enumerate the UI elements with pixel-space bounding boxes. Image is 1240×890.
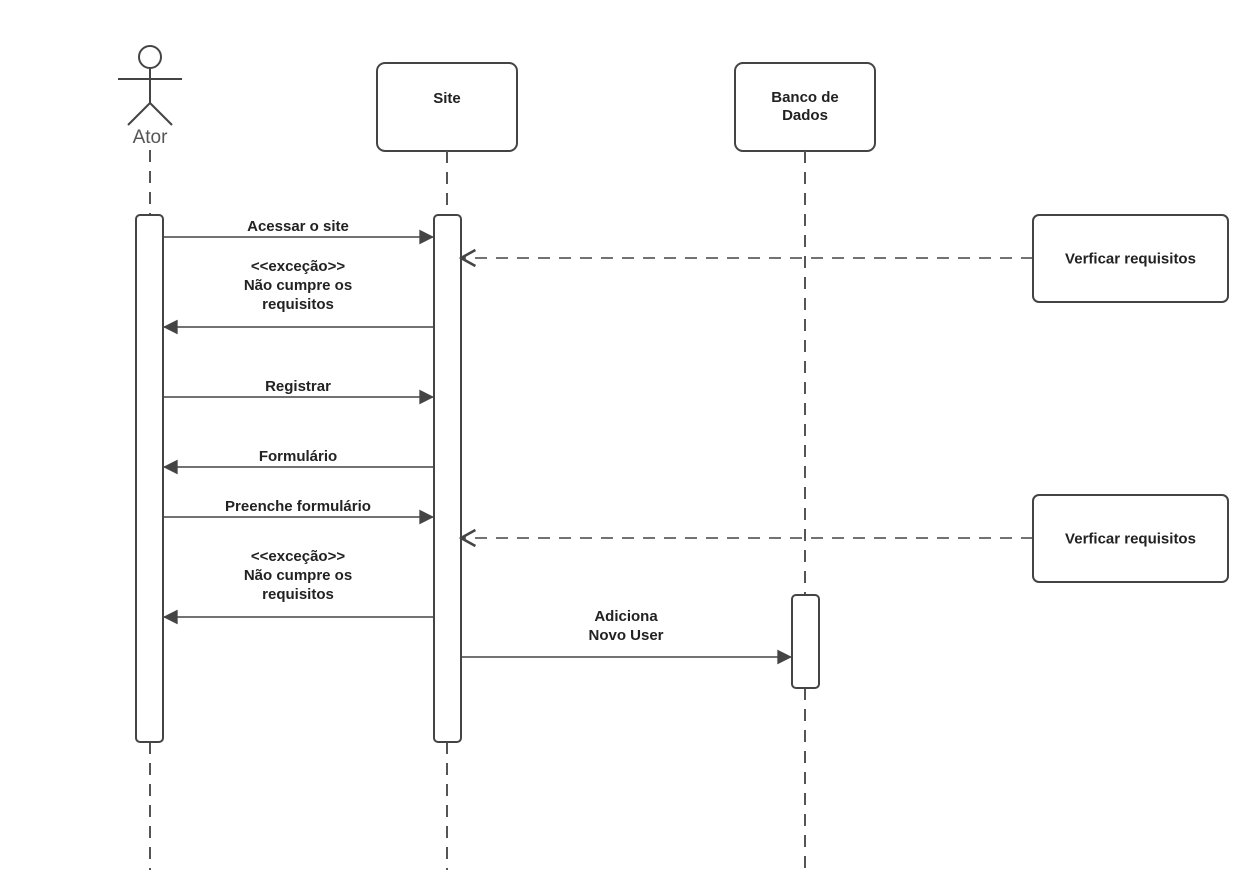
- site-head: Site: [377, 63, 517, 151]
- db-label-line1: Banco de: [771, 89, 839, 106]
- msg-excecao1-label-2: requisitos: [262, 296, 334, 313]
- verify-note-1-label: Verficar requisitos: [1065, 251, 1196, 268]
- msg-excecao2-label-1: Não cumpre os: [244, 567, 352, 584]
- actor-activation: [136, 215, 163, 742]
- msg-registrar-label: Registrar: [265, 378, 331, 395]
- msg-adiciona-label-1: Novo User: [588, 627, 663, 644]
- actor-label: Ator: [133, 127, 169, 148]
- msg-excecao2-label-2: requisitos: [262, 586, 334, 603]
- db-head: Banco de Dados: [735, 63, 875, 151]
- site-label: Site: [433, 90, 461, 107]
- db-activation: [792, 595, 819, 688]
- db-label-line2: Dados: [782, 107, 828, 124]
- verify-note-2-label: Verficar requisitos: [1065, 531, 1196, 548]
- msg-excecao1-label-0: <<exceção>>: [251, 258, 345, 275]
- msg-formulario-label: Formulário: [259, 448, 337, 465]
- msg-adiciona-label-0: Adiciona: [594, 608, 658, 625]
- msg-excecao1-label-1: Não cumpre os: [244, 277, 352, 294]
- actor-figure: Ator: [118, 46, 182, 148]
- site-activation: [434, 215, 461, 742]
- msg-preenche-label: Preenche formulário: [225, 498, 371, 515]
- msg-excecao2-label-0: <<exceção>>: [251, 548, 345, 565]
- sequence-diagram: Ator Site Banco de Dados Verficar requis…: [0, 0, 1240, 890]
- msg-acessar-label: Acessar o site: [247, 218, 349, 235]
